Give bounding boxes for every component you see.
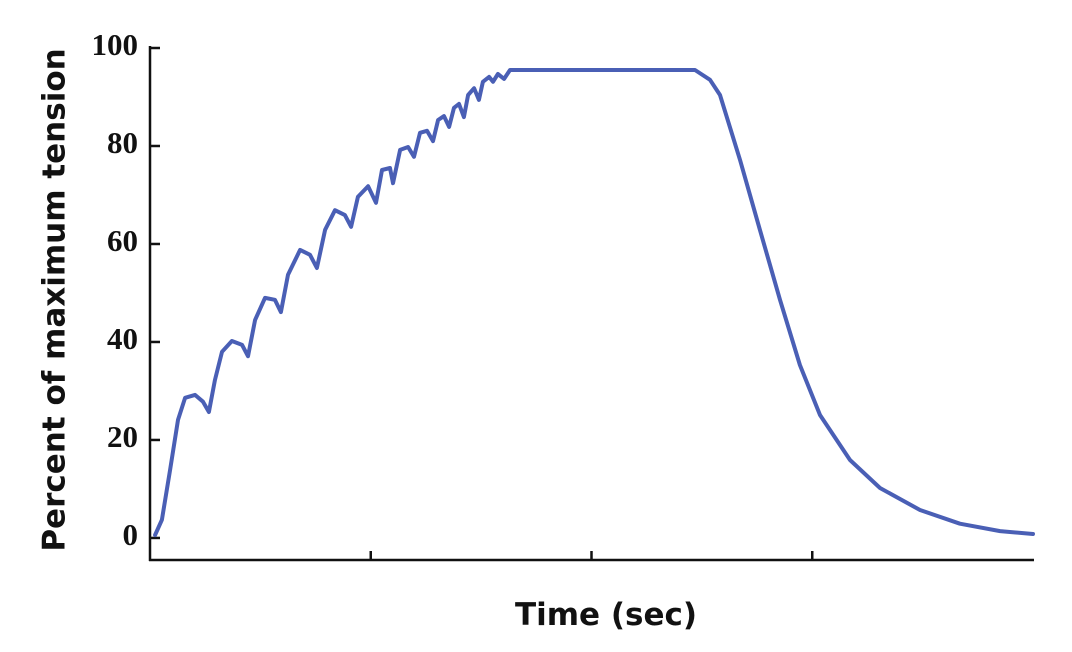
x-axis-title: Time (sec) [515, 597, 697, 633]
y-tick-label: 0 [123, 517, 139, 552]
y-axis-title: Percent of maximum tension [37, 48, 73, 551]
tension-line [153, 68, 1035, 537]
y-tick-label: 60 [107, 223, 138, 258]
y-tick-label: 100 [92, 27, 139, 62]
y-tick-label: 20 [107, 419, 138, 454]
y-tick-label: 80 [107, 125, 138, 160]
y-tick-label: 40 [107, 321, 138, 356]
